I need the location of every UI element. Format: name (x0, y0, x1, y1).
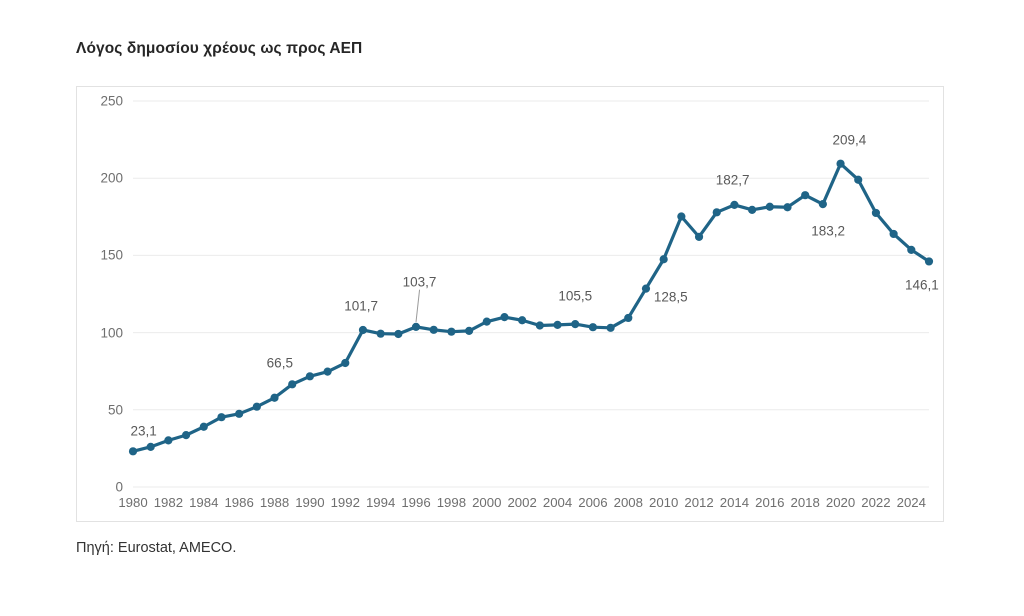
series-point (571, 320, 580, 329)
series-point (341, 358, 350, 368)
page-margin-bottom (0, 606, 1024, 616)
series-point (358, 325, 368, 335)
chart-svg (128, 100, 934, 488)
series-point (535, 321, 544, 330)
data-value-label: 101,7 (344, 298, 379, 314)
x-axis-tick-label: 2004 (542, 495, 573, 510)
x-axis-tick-label: 2018 (790, 495, 820, 510)
series-point (217, 413, 226, 422)
data-value-label: 105,5 (558, 288, 593, 304)
series-point (889, 229, 898, 239)
series-point (323, 367, 332, 376)
data-value-label: 66,5 (266, 355, 293, 371)
series-point (464, 326, 474, 335)
x-axis-tick-label: 2000 (472, 495, 502, 510)
x-axis-tick-label: 1986 (224, 495, 254, 510)
series-point (305, 372, 314, 381)
x-axis-tick-label: 2006 (578, 495, 608, 510)
x-axis-tick-label: 1998 (436, 495, 467, 510)
x-axis-tick-label: 2012 (684, 495, 714, 510)
series-point (588, 323, 598, 332)
series-point (836, 159, 845, 168)
series-point (411, 322, 421, 331)
series-point (482, 317, 491, 326)
series-point (854, 175, 863, 184)
data-value-label: 182,7 (715, 172, 750, 188)
x-axis-tick-label: 1980 (118, 495, 148, 510)
y-axis-tick-label: 200 (100, 170, 123, 186)
x-axis-tick-label: 2008 (613, 495, 643, 510)
x-axis-tick-label: 1988 (259, 495, 290, 510)
x-axis-tick-label: 1990 (295, 495, 325, 510)
series-point (871, 208, 881, 218)
y-axis-tick-label: 250 (100, 93, 123, 109)
series-point (801, 191, 810, 200)
source-note: Πηγή: Eurostat, AMECO. (76, 540, 237, 556)
x-axis-tick-label: 2010 (648, 495, 679, 510)
series-point (748, 205, 757, 214)
series-point (677, 212, 686, 221)
x-axis-tick-label: 1996 (401, 495, 431, 510)
chart-plot-frame: 0 50 100 150 200 250 1980 1982 1984 1986 1988 1990… (76, 86, 944, 522)
series-point (235, 409, 244, 418)
series-point (164, 436, 173, 445)
page-margin-left (0, 0, 8, 616)
y-axis-tick-label: 100 (100, 325, 123, 341)
series-point (694, 232, 704, 241)
series-point (429, 325, 438, 334)
x-axis-tick-label: 2002 (507, 495, 537, 510)
x-axis-tick-label: 1984 (189, 495, 219, 510)
x-axis-tick-label: 2016 (755, 495, 785, 510)
chart-title: Λόγος δημοσίου χρέους ως προς ΑΕΠ (76, 40, 363, 57)
series-point (924, 257, 934, 266)
x-axis-tick-label: 2020 (825, 495, 856, 510)
series-point (500, 313, 509, 322)
series-point (624, 313, 633, 323)
x-axis-tick-label: 1994 (365, 495, 396, 510)
series-point (252, 402, 261, 411)
series-point (712, 208, 721, 217)
x-axis-tick-label: 2024 (896, 495, 926, 510)
series-point (376, 329, 385, 338)
data-value-label: 209,4 (832, 132, 867, 148)
series-point (783, 203, 792, 212)
series-point (447, 327, 456, 336)
series-point (394, 329, 403, 339)
data-value-label: 183,2 (811, 223, 846, 239)
x-axis-tick-label: 1992 (330, 495, 360, 510)
y-axis-tick-label: 0 (115, 479, 123, 495)
series-point (765, 202, 774, 211)
series-point (553, 320, 562, 329)
series-point (606, 323, 615, 332)
data-value-label: 103,7 (402, 274, 437, 290)
data-value-label: 146,1 (905, 277, 939, 293)
annotation-leader-line (415, 289, 421, 322)
page-margin-right (1014, 0, 1024, 616)
series-point (641, 284, 651, 293)
series-point (270, 393, 279, 402)
data-value-label: 128,5 (653, 289, 688, 305)
data-value-label: 23,1 (130, 423, 157, 439)
series-point (288, 380, 297, 389)
series-line (131, 162, 931, 453)
chart-plot-area: 0 50 100 150 200 250 1980 1982 1984 1986 1988 1990… (77, 87, 945, 523)
series-point (907, 245, 916, 254)
y-axis-tick-labels: 0 50 100 150 200 250 (77, 87, 123, 523)
series-point (128, 447, 138, 456)
series-point (659, 255, 668, 264)
x-axis-tick-label: 2022 (861, 495, 891, 510)
series-point (181, 431, 191, 440)
series-point (199, 422, 208, 431)
x-axis-tick-label: 1982 (153, 495, 184, 510)
y-axis-tick-label: 150 (100, 247, 123, 263)
series-point (146, 442, 155, 451)
y-axis-tick-label: 50 (107, 402, 123, 418)
series-point (818, 200, 827, 209)
series-point (518, 316, 527, 325)
series-point (730, 200, 739, 210)
x-axis-tick-labels: 1980 1982 1984 1986 1988 1990 1992 1994 1996 1998… (77, 495, 945, 519)
x-axis-tick-label: 2014 (719, 495, 750, 510)
